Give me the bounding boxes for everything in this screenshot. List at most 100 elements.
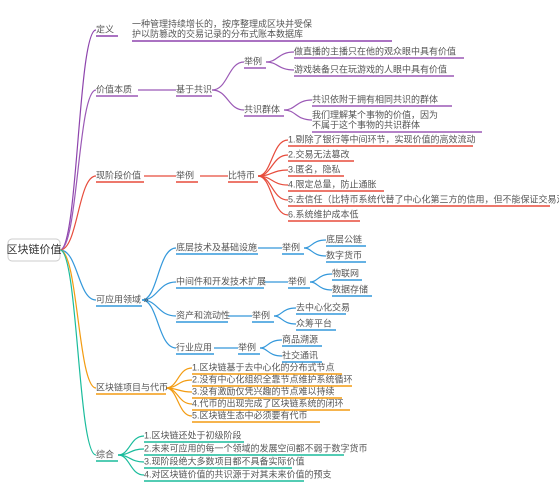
node[interactable]: 我们理解某个事物的价值，因为不属于这个事物的共识群体 [312, 109, 482, 132]
node-label: 举例 [252, 309, 270, 320]
node-label: 游戏装备只在玩游戏的人眼中具有价值 [294, 63, 447, 74]
node[interactable]: 价值本质 [96, 83, 138, 96]
node[interactable]: 资产和流动性 [176, 309, 230, 322]
node-label: 共识依附于拥有相同共识的群体 [312, 93, 438, 104]
node[interactable]: 底层技术及基础设施 [176, 241, 258, 254]
edge [142, 300, 176, 348]
edge [260, 348, 282, 356]
node-label: 综合 [96, 448, 114, 459]
edge [212, 62, 244, 90]
node[interactable]: 举例 [244, 55, 266, 68]
node[interactable]: 举例 [176, 169, 198, 182]
edge [118, 455, 144, 475]
node[interactable]: 6.系统维护成本低 [288, 208, 360, 221]
node[interactable]: 2.未来可应用的每一个领域的发展空间都不弱于数字货币 [144, 442, 368, 455]
node-label: 举例 [238, 341, 256, 352]
node[interactable]: 游戏装备只在玩游戏的人眼中具有价值 [294, 63, 454, 76]
node[interactable]: 综合 [96, 448, 118, 461]
node-label: 4.代币的出现完成了区块链系统的闭环 [192, 397, 344, 408]
node-label: 1.区块链还处于初级阶段 [144, 429, 242, 440]
node[interactable]: 可应用领域 » [96, 293, 149, 306]
root-label: 区块链价值 [7, 242, 62, 256]
node[interactable]: 商品溯源 [282, 333, 322, 346]
node-label: 4.对区块链价值的共识源于对其未来价值的预支 [144, 468, 332, 479]
edge [142, 248, 176, 300]
edge [258, 170, 288, 176]
node[interactable]: 举例 [238, 341, 260, 354]
node-label: 商品溯源 [282, 333, 318, 344]
node-label: 共识群体 [244, 103, 280, 114]
node[interactable]: 众筹平台 [296, 317, 336, 330]
node-label: 数据存储 [332, 283, 368, 294]
mindmap-canvas: 区块链价值 定义 一种管理持续增长的，按序整理成区块并受保护以防篡改的交易记录的分布… [0, 0, 559, 500]
nodes-layer: 定义 一种管理持续增长的，按序整理成区块并受保护以防篡改的交易记录的分布式账本数据… [96, 18, 559, 481]
node-label: 一种管理持续增长的，按序整理成区块并受保护以防篡改的交易记录的分布式账本数据库 [132, 18, 312, 39]
node-label: 行业应用 [176, 341, 212, 352]
edge [284, 100, 312, 110]
node-label: 举例 [176, 169, 194, 180]
node-label: 我们理解某个事物的价值，因为不属于这个事物的共识群体 [312, 109, 438, 130]
node-label: 可应用领域 » [96, 293, 149, 304]
edge [60, 176, 96, 250]
node-label: 2.交易无法篡改 [288, 148, 350, 159]
node-label: 去中心化交易 [296, 301, 350, 312]
node[interactable]: 做直播的主播只在他的观众眼中具有价值 [294, 45, 464, 58]
node[interactable]: 3.匿名，隐私 [288, 163, 344, 176]
node[interactable]: 社交通讯 [282, 349, 322, 362]
node[interactable]: 物联网 [332, 267, 362, 280]
node-label: 区块链项目与代币 [96, 381, 168, 392]
edge [118, 449, 144, 455]
node-label: 2.没有中心化组织全靠节点维护系统循环 [192, 373, 353, 384]
node-label: 2.未来可应用的每一个领域的发展空间都不弱于数字货币 [144, 442, 368, 453]
node[interactable]: 2.交易无法篡改 [288, 148, 354, 161]
node[interactable]: 行业应用 [176, 341, 214, 354]
node[interactable]: 3.现阶段绝大多数项目都不具备实际价值 [144, 455, 305, 468]
node[interactable]: 4.代币的出现完成了区块链系统的闭环 [192, 397, 350, 410]
node-label: 1.区块链基于去中心化的分布式节点 [192, 361, 335, 372]
edge [310, 282, 332, 290]
node[interactable]: 3.没有激励仅凭兴趣的节点难以持续 [192, 385, 342, 398]
node-label: 做直播的主播只在他的观众眼中具有价值 [294, 45, 456, 56]
edge [304, 248, 326, 256]
node[interactable]: 5.区块链生态中必须要有代币 [192, 409, 320, 422]
node[interactable]: 1.剔除了银行等中间环节，实现价值的高效流动 [288, 133, 476, 146]
node[interactable]: 共识依附于拥有相同共识的群体 [312, 93, 452, 106]
edge [274, 316, 296, 324]
node[interactable]: 数据存储 [332, 283, 372, 296]
node[interactable]: 5.去信任（比特币系统代替了中心化第三方的信用，但不能保证交易双方的信用） [288, 193, 559, 206]
node[interactable]: 4.对区块链价值的共识源于对其未来价值的预支 [144, 468, 332, 481]
node[interactable]: 举例 [252, 309, 274, 322]
edge [166, 368, 192, 388]
node[interactable]: 4.限定总量，防止通胀 [288, 178, 384, 191]
node-label: 数字货币 [326, 249, 362, 260]
node-label: 举例 [244, 55, 262, 66]
node[interactable]: 中间件和开发技术扩展 [176, 275, 266, 288]
node[interactable]: 比特币 [228, 169, 258, 182]
edge [266, 52, 294, 62]
node[interactable]: 1.区块链基于去中心化的分布式节点 [192, 361, 342, 374]
node[interactable]: 定义 [96, 23, 118, 36]
node[interactable]: 基于共识 [176, 83, 212, 96]
node[interactable]: 去中心化交易 [296, 301, 350, 314]
node-label: 1.剔除了银行等中间环节，实现价值的高效流动 [288, 133, 476, 144]
node-label: 举例 [282, 241, 300, 252]
edge [212, 90, 244, 110]
node[interactable]: 底层公链 [326, 233, 366, 246]
node[interactable]: 1.区块链还处于初级阶段 [144, 429, 244, 442]
node[interactable]: 共识群体 [244, 103, 284, 116]
node[interactable]: 举例 [288, 275, 310, 288]
edge [60, 30, 96, 250]
node-label: 价值本质 [96, 83, 132, 94]
node-label: 社交通讯 [282, 349, 318, 360]
node[interactable]: 2.没有中心化组织全靠节点维护系统循环 [192, 373, 353, 386]
node[interactable]: 现阶段价值 [96, 169, 144, 182]
node[interactable]: 数字货币 [326, 249, 366, 262]
node[interactable]: 举例 [282, 241, 304, 254]
edge [266, 62, 294, 70]
edge [310, 274, 332, 282]
node[interactable]: 区块链项目与代币 [96, 381, 168, 394]
edge [284, 110, 312, 120]
node[interactable]: 一种管理持续增长的，按序整理成区块并受保护以防篡改的交易记录的分布式账本数据库 [132, 18, 392, 41]
node-label: 现阶段价值 [96, 169, 141, 180]
node-label: 5.区块链生态中必须要有代币 [192, 409, 308, 420]
